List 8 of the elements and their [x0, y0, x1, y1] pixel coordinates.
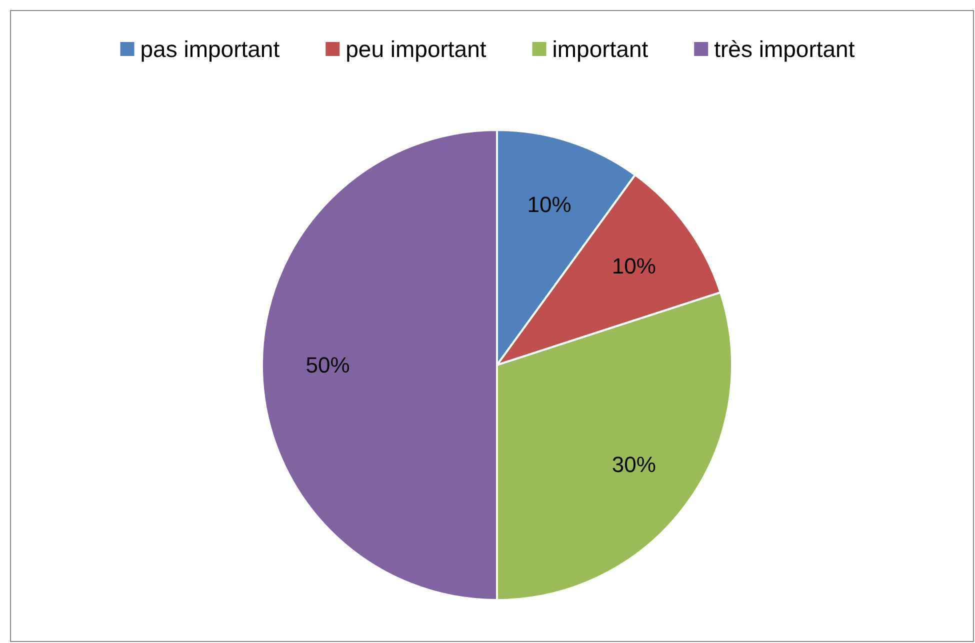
data-label: 10%: [527, 192, 572, 217]
data-label: 50%: [306, 352, 350, 378]
legend-label: très important: [714, 36, 856, 62]
data-label: 10%: [612, 253, 656, 278]
legend-label: peu important: [346, 36, 487, 62]
legend-label: important: [552, 36, 649, 62]
data-label: 30%: [612, 452, 656, 478]
legend-label: pas important: [140, 36, 280, 62]
